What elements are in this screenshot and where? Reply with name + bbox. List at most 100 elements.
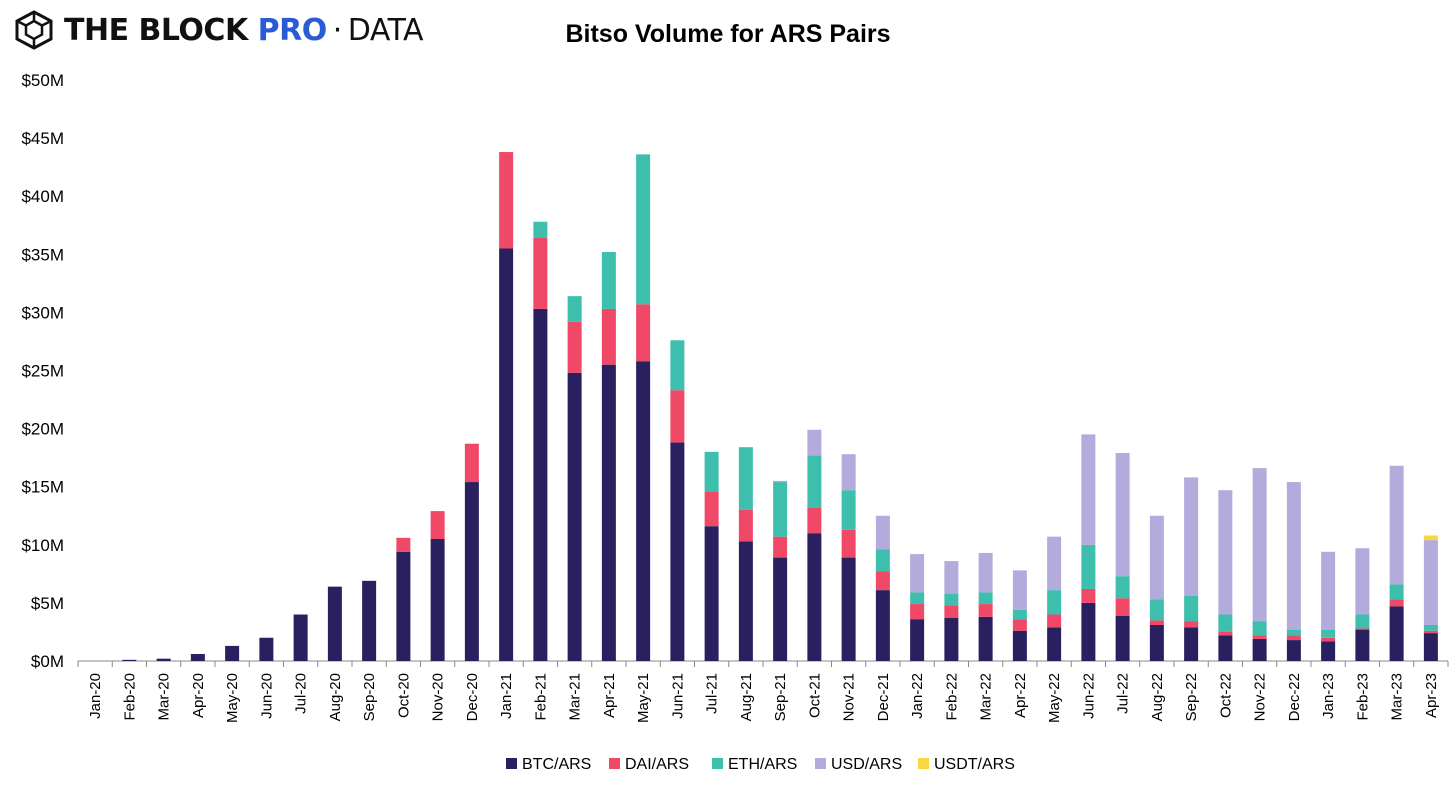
bar-segment-btc-ars	[636, 361, 651, 661]
bar-segment-eth-ars	[636, 154, 651, 305]
bar-segment-dai-ars	[1355, 628, 1370, 630]
bar-segment-btc-ars	[327, 586, 342, 661]
bar-segment-dai-ars	[1115, 598, 1130, 616]
bar-segment-btc-ars	[601, 364, 616, 661]
bar-segment-usd-ars	[1012, 570, 1027, 610]
bar-segment-eth-ars	[738, 447, 753, 510]
bar-segment-eth-ars	[1389, 584, 1404, 600]
bar-segment-eth-ars	[1012, 609, 1027, 620]
bar-segment-dai-ars	[1149, 620, 1164, 625]
brand-name: THE BLOCK PRO · DATA	[64, 12, 424, 48]
bar-segment-usd-ars	[1149, 515, 1164, 600]
x-tick-label: Sep-20	[361, 673, 378, 721]
x-tick-label: Apr-22	[1012, 673, 1029, 718]
bar-segment-eth-ars	[910, 592, 925, 605]
bar-segment-eth-ars	[1423, 624, 1438, 631]
x-tick-label: Jan-23	[1320, 673, 1337, 719]
bar-segment-btc-ars	[704, 526, 719, 661]
bar-segment-btc-ars	[944, 618, 959, 661]
y-tick-label: $40M	[21, 187, 64, 206]
bar-segment-btc-ars	[773, 557, 788, 661]
x-tick-label: Jan-20	[87, 673, 104, 719]
bar-segment-dai-ars	[1321, 637, 1336, 642]
bar-segment-btc-ars	[1218, 635, 1233, 661]
x-tick-label: Mar-22	[978, 673, 995, 721]
brand-name-prefix: THE BLOCK	[64, 12, 248, 48]
y-tick-label: $25M	[21, 362, 64, 381]
bar-segment-btc-ars	[1355, 629, 1370, 661]
y-tick-label: $15M	[21, 478, 64, 497]
bar-segment-usd-ars	[1252, 468, 1267, 622]
x-tick-label: Oct-20	[395, 673, 412, 718]
x-tick-label: Jan-22	[909, 673, 926, 719]
bar-segment-eth-ars	[944, 593, 959, 606]
bar-segment-dai-ars	[1389, 599, 1404, 607]
bar-segment-btc-ars	[464, 482, 479, 661]
bar-segment-btc-ars	[807, 533, 822, 661]
bar-segment-usd-ars	[1115, 453, 1130, 577]
x-tick-label: Dec-21	[875, 673, 892, 721]
bar-segment-btc-ars	[1115, 615, 1130, 661]
bar-segment-btc-ars	[841, 557, 856, 661]
bar-segment-eth-ars	[567, 296, 582, 322]
y-tick-label: $5M	[31, 594, 64, 613]
bar-segment-eth-ars	[773, 482, 788, 537]
bar-segment-dai-ars	[1012, 619, 1027, 631]
bar-segment-btc-ars	[122, 659, 137, 661]
x-tick-label: Jul-21	[704, 673, 721, 714]
brand-separator: ·	[332, 12, 343, 48]
bar-segment-eth-ars	[1184, 595, 1199, 622]
x-tick-label: Dec-20	[464, 673, 481, 721]
x-tick-label: Apr-21	[601, 673, 618, 718]
x-tick-label: Oct-22	[1217, 673, 1234, 718]
bar-segment-dai-ars	[944, 605, 959, 619]
bar-segment-dai-ars	[1184, 621, 1199, 628]
bar-segment-dai-ars	[738, 509, 753, 542]
x-tick-label: Jan-21	[498, 673, 515, 719]
bar-segment-usd-ars	[875, 515, 890, 550]
bar-segment-dai-ars	[601, 308, 616, 365]
bar-segment-btc-ars	[1321, 641, 1336, 661]
bar-segment-dai-ars	[396, 537, 411, 552]
x-tick-label: Nov-20	[430, 673, 447, 721]
bar-segment-btc-ars	[190, 654, 205, 661]
bar-segment-btc-ars	[1081, 602, 1096, 661]
bar-segment-usd-ars	[910, 554, 925, 593]
bar-segment-eth-ars	[807, 455, 822, 508]
bar-segment-usd-ars	[1423, 540, 1438, 625]
bar-segment-btc-ars	[1423, 633, 1438, 661]
bar-segment-btc-ars	[293, 614, 308, 661]
bar-segment-usd-ars	[1355, 548, 1370, 615]
bar-segment-usd-ars	[1184, 477, 1199, 596]
bar-segment-btc-ars	[1149, 624, 1164, 661]
chart-title-container: Bitso Volume for ARS Pairs	[0, 20, 1456, 49]
y-tick-label: $30M	[21, 303, 64, 322]
bar-segment-dai-ars	[1047, 614, 1062, 628]
bar-segment-eth-ars	[1218, 614, 1233, 632]
x-tick-label: Feb-21	[532, 673, 549, 721]
bar-segment-usd-ars	[944, 561, 959, 594]
bar-segment-usd-ars	[1389, 465, 1404, 585]
bar-segment-eth-ars	[1321, 629, 1336, 638]
bar-segment-dai-ars	[841, 529, 856, 558]
y-tick-label: $0M	[31, 652, 64, 671]
x-tick-label: May-22	[1046, 673, 1063, 723]
y-tick-label: $45M	[21, 129, 64, 148]
bar-segment-eth-ars	[875, 549, 890, 572]
x-tick-label: Jun-22	[1080, 673, 1097, 719]
bar-segment-dai-ars	[910, 604, 925, 620]
bar-segment-usd-ars	[1321, 551, 1336, 630]
x-tick-label: Mar-23	[1389, 673, 1406, 721]
bar-segment-btc-ars	[1012, 630, 1027, 661]
x-tick-label: Apr-20	[190, 673, 207, 718]
bar-segment-dai-ars	[1286, 635, 1301, 641]
bar-segment-eth-ars	[978, 592, 993, 605]
y-tick-label: $10M	[21, 536, 64, 555]
y-tick-label: $50M	[21, 71, 64, 90]
bar-segment-dai-ars	[978, 604, 993, 617]
bar-segment-dai-ars	[875, 571, 890, 591]
bar-segment-btc-ars	[362, 580, 377, 661]
y-tick-label: $20M	[21, 420, 64, 439]
bar-segment-btc-ars	[396, 551, 411, 661]
